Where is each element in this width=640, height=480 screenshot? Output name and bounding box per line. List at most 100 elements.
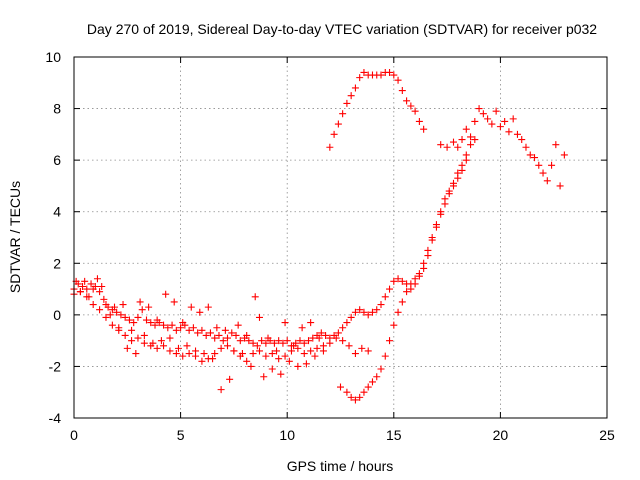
data-point [407,280,415,288]
data-point [153,344,161,352]
data-point [411,107,419,115]
data-point [273,347,281,355]
data-point [428,234,436,241]
data-point [287,347,295,355]
data-point [228,329,236,337]
data-point [96,306,104,314]
data-point [198,326,206,334]
series-group [72,275,327,394]
data-point [488,120,496,128]
data-point [548,161,556,169]
plot-frame [73,56,608,419]
data-point [224,334,232,342]
data-point [535,161,543,169]
data-point [262,352,270,360]
axis-ticks [73,56,608,419]
data-point [79,282,87,290]
data-point [505,128,513,136]
data-point [330,130,338,138]
data-point [204,303,212,311]
data-point [358,344,366,352]
series-group [70,288,372,365]
data-point [106,311,114,319]
data-point [172,350,180,358]
data-point [121,331,129,339]
data-point [443,143,451,151]
data-point [283,337,291,345]
data-point [302,360,310,368]
data-point [140,339,148,347]
data-points [70,68,568,404]
data-point [471,136,479,144]
data-point [326,143,334,151]
data-point [166,347,174,355]
data-point [390,321,398,329]
data-point [432,221,440,229]
data-point [496,123,504,131]
grid [74,57,607,418]
data-point [526,151,534,159]
data-point [221,326,229,334]
data-point [454,143,462,151]
data-point [89,285,97,293]
y-tick-label: 8 [53,101,61,117]
data-point [102,313,110,321]
data-point [501,117,509,125]
data-point [522,143,530,151]
chart-title: Day 270 of 2019, Sidereal Day-to-day VTE… [87,21,597,37]
data-point [334,120,342,128]
data-point [381,352,389,360]
data-point [183,342,191,350]
data-point [268,350,276,358]
data-point [130,319,138,327]
data-point [377,71,385,79]
data-point [211,350,219,358]
data-point [386,337,394,345]
data-point [449,138,457,146]
data-point [198,357,206,365]
data-point [343,99,351,107]
data-point [255,347,263,355]
data-point [234,321,242,329]
data-point [531,154,539,162]
data-point [213,324,221,332]
data-point [83,285,91,293]
data-point [462,151,470,159]
data-point [151,321,159,329]
y-tick-label: 2 [53,255,61,271]
data-point [356,306,364,314]
data-point [415,117,423,125]
data-point [113,308,121,316]
data-point [467,141,475,149]
data-point [334,329,342,337]
data-point [343,319,351,327]
data-point [449,179,457,187]
data-point [398,298,406,306]
data-point [317,329,325,337]
data-point [445,187,453,195]
data-point [315,334,323,342]
data-point [339,337,347,345]
data-point [454,169,462,177]
data-point [347,393,355,401]
data-point [145,303,153,311]
data-point [132,350,140,358]
data-point [398,277,406,285]
data-point [475,105,483,113]
data-point [147,319,155,327]
data-point [424,246,432,254]
data-point [390,277,398,285]
data-point [307,319,315,327]
x-tick-label: 25 [599,427,615,443]
data-point [311,352,319,360]
data-point [98,282,106,290]
data-point [202,331,210,339]
data-point [87,280,95,288]
data-point [253,342,261,350]
data-point [326,339,334,347]
y-tick-label: -2 [49,358,62,374]
data-point [211,334,219,342]
data-point [209,355,217,363]
data-point [437,141,445,149]
data-point [364,383,372,391]
